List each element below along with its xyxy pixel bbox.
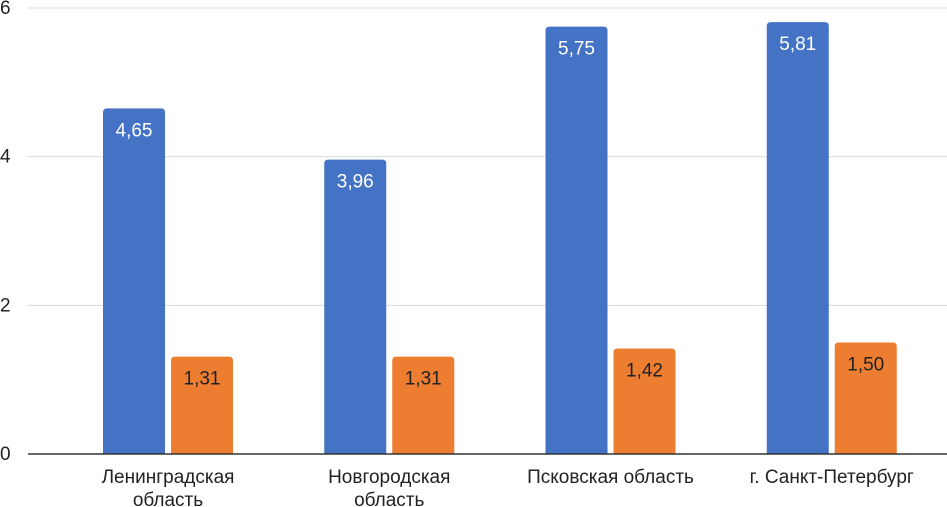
category-label: область xyxy=(354,490,424,507)
y-tick-label: 2 xyxy=(0,295,11,316)
category-label: Ленинградская xyxy=(102,467,235,488)
y-tick-label: 4 xyxy=(0,147,11,168)
data-label: 1,31 xyxy=(184,369,221,390)
bar-series-2 xyxy=(613,348,676,454)
bar-series-1 xyxy=(103,108,165,454)
category-label: Псковская область xyxy=(527,467,694,488)
data-label: 3,96 xyxy=(337,172,374,193)
y-tick-label: 0 xyxy=(0,444,11,465)
bar-series-2 xyxy=(834,342,897,454)
bar-series-2 xyxy=(392,356,455,454)
bar-series-1 xyxy=(324,159,387,454)
data-labels: 4,65 1,31 3,96 1,31 5,75 1,42 5,81 1,50 xyxy=(116,34,885,390)
data-label: 5,75 xyxy=(558,39,595,60)
data-label: 1,31 xyxy=(405,369,442,390)
bar-series-1 xyxy=(545,26,608,454)
data-label: 5,81 xyxy=(779,34,816,55)
data-label: 4,65 xyxy=(116,120,153,141)
category-label: г. Санкт-Петербург xyxy=(750,467,914,488)
bars xyxy=(103,22,897,455)
category-labels: Ленинградская область Новгородская область П… xyxy=(102,467,914,507)
bar-series-2 xyxy=(171,356,233,454)
y-tick-label: 6 xyxy=(0,0,11,19)
data-label: 1,42 xyxy=(626,360,663,381)
data-label: 1,50 xyxy=(847,355,884,376)
category-label: Новгородская xyxy=(328,467,450,488)
category-label: область xyxy=(133,490,203,507)
bar-series-1 xyxy=(766,22,829,455)
y-axis-ticks: 0 2 4 6 xyxy=(0,0,11,465)
